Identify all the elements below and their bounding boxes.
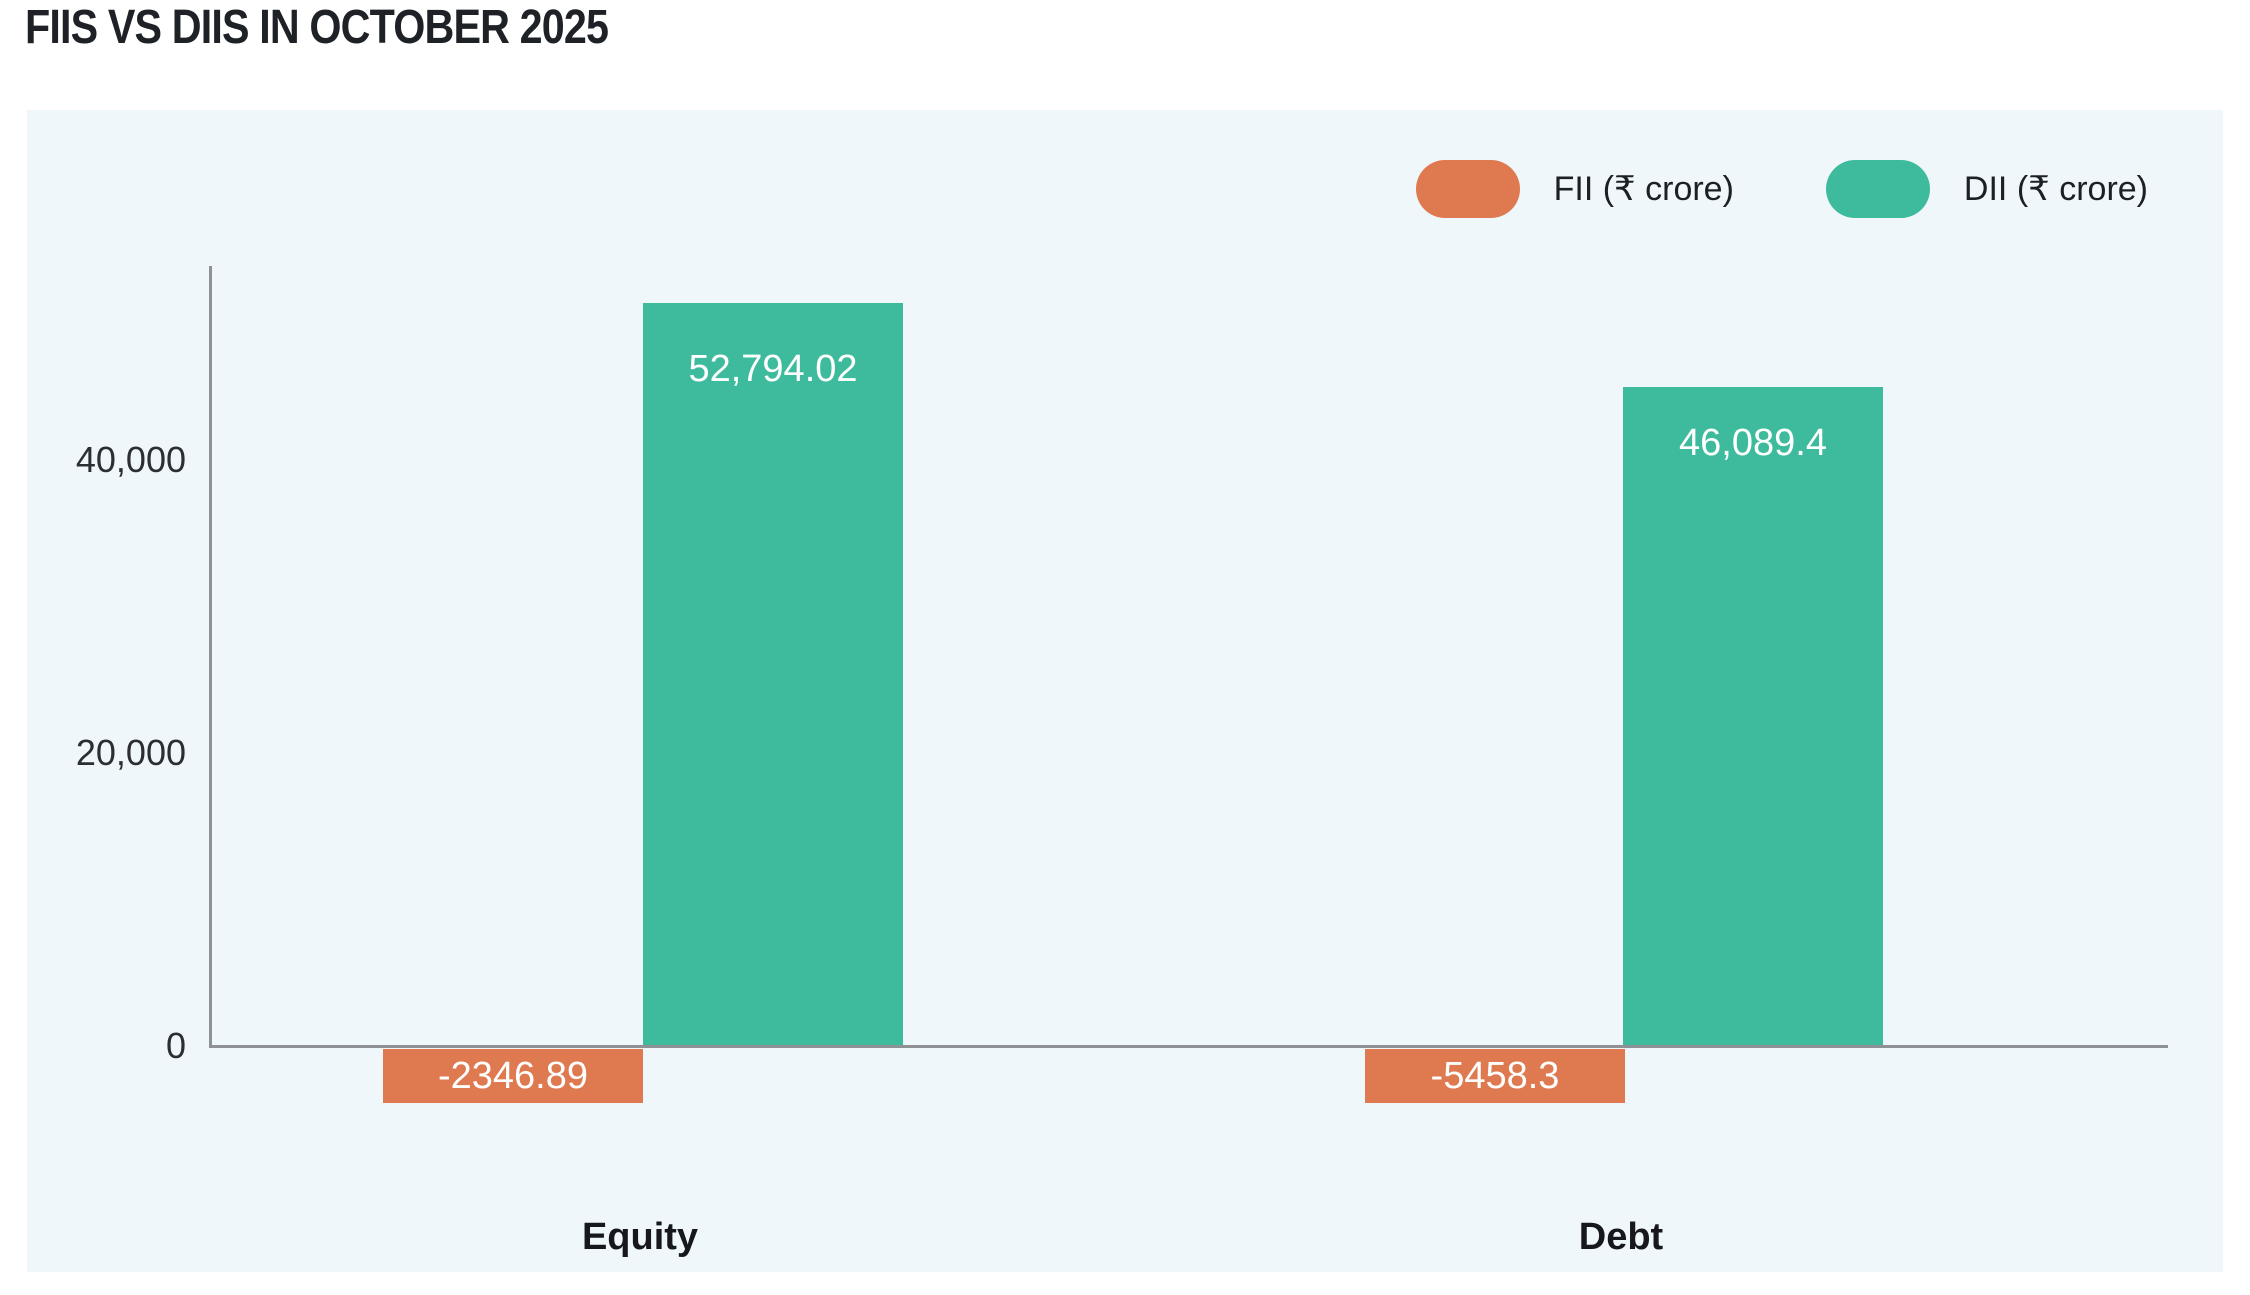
x-axis-baseline xyxy=(209,1045,2168,1048)
y-tick-0: 0 xyxy=(165,1025,186,1066)
legend-label-fii: FII (₹ crore) xyxy=(1553,170,1734,208)
bar-dii-debt[interactable]: 46,089.4 xyxy=(1623,387,1883,1045)
dii-legend-swatch-icon xyxy=(1825,160,1930,218)
y-tick-20000: 20,000 xyxy=(75,732,186,773)
bar-dii-equity[interactable]: 52,794.02 xyxy=(643,303,903,1045)
legend-item-fii[interactable]: FII (₹ crore) xyxy=(1415,160,1734,218)
bar-fii-equity[interactable]: -2346.89 xyxy=(383,1049,643,1103)
bar-fii-debt[interactable]: -5458.3 xyxy=(1365,1049,1625,1103)
y-axis-line xyxy=(209,266,212,1047)
bar-value-dii-debt: 46,089.4 xyxy=(1679,422,1827,464)
category-label-equity: Equity xyxy=(581,1216,699,1258)
legend-item-dii[interactable]: DII (₹ crore) xyxy=(1825,160,2148,218)
chart-panel: FII (₹ crore) DII (₹ crore) 40,000 20,00… xyxy=(27,110,2223,1272)
chart-title: FIIS VS DIIS IN OCTOBER 2025 xyxy=(25,1,609,54)
fii-legend-swatch-icon xyxy=(1415,160,1520,218)
bar-value-fii-equity: -2346.89 xyxy=(437,1055,588,1097)
category-label-debt: Debt xyxy=(1578,1216,1664,1258)
legend-label-dii: DII (₹ crore) xyxy=(1963,170,2148,208)
bar-value-dii-equity: 52,794.02 xyxy=(688,348,858,390)
chart-legend: FII (₹ crore) DII (₹ crore) xyxy=(1415,160,2148,218)
y-tick-40000: 40,000 xyxy=(75,439,186,480)
bar-value-fii-debt: -5458.3 xyxy=(1430,1055,1560,1097)
